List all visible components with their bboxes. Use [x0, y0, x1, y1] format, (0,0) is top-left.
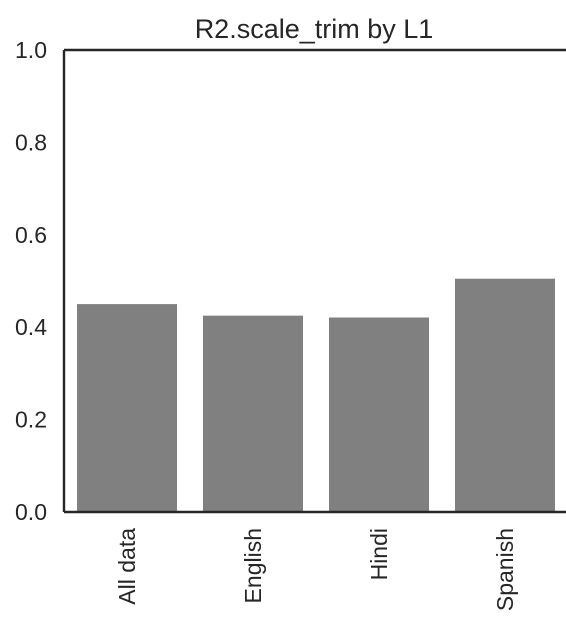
y-tick-label: 1.0: [15, 37, 47, 63]
y-tick-label: 0.4: [15, 314, 47, 340]
y-tick-label: 0.2: [15, 407, 47, 433]
y-tick-label: 0.6: [15, 222, 47, 248]
bars-group: [77, 278, 555, 512]
chart-title: R2.scale_trim by L1: [195, 14, 434, 44]
y-tick-label: 0.8: [15, 129, 47, 155]
bar-all-data: [77, 304, 177, 512]
bar-spanish: [455, 278, 555, 512]
x-tick-label: English: [240, 528, 266, 603]
x-tick-label: All data: [114, 528, 140, 605]
x-tick-label: Hindi: [366, 528, 392, 580]
x-axis-ticks: All data English Hindi Spanish: [114, 528, 518, 611]
y-axis-ticks: 0.0 0.2 0.4 0.6 0.8 1.0: [15, 37, 47, 525]
bar-hindi: [329, 317, 429, 512]
bar-english: [203, 315, 303, 512]
x-tick-label: Spanish: [492, 528, 518, 611]
y-tick-label: 0.0: [15, 499, 47, 525]
